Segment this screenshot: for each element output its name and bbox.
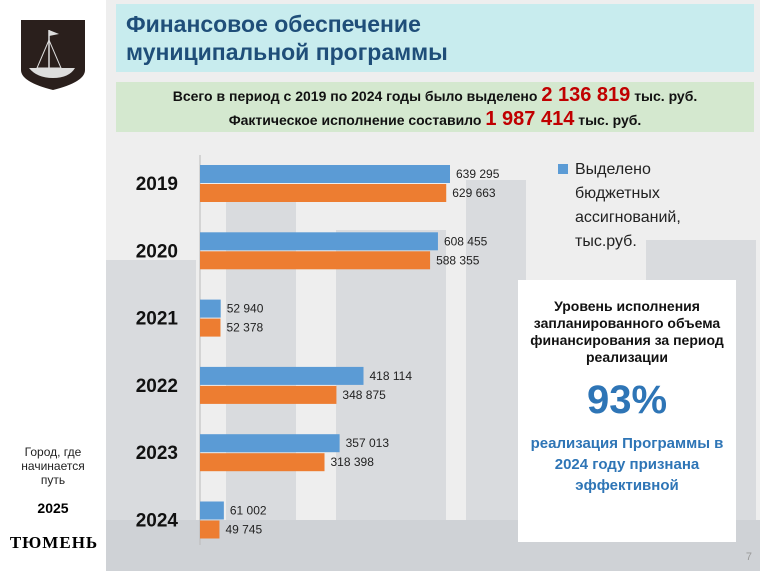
category-label: 2023 xyxy=(136,443,178,464)
category-label: 2022 xyxy=(136,376,178,397)
coat-of-arms-logo xyxy=(21,20,85,90)
data-label: 61 002 xyxy=(230,504,267,518)
bar xyxy=(200,453,325,472)
data-label: 348 875 xyxy=(342,388,386,402)
data-label: 608 455 xyxy=(444,234,488,248)
bar xyxy=(200,299,221,318)
category-label: 2021 xyxy=(136,309,179,330)
program-evaluation: реализация Программы в 2024 году признан… xyxy=(530,435,724,494)
allocated-total: 2 136 819 xyxy=(541,84,631,106)
bar-chart: 2019 639 295 629 663 2020 608 455 588 355 2021… xyxy=(136,155,500,545)
execution-percent: 93% xyxy=(586,378,668,422)
bar xyxy=(200,318,221,337)
city-name: ТЮМЕНЬ xyxy=(9,533,99,552)
data-label: 52 378 xyxy=(226,321,263,335)
summary-panel: Всего в период с 2019 по 2024 годы было … xyxy=(116,82,754,132)
summary-unit: тыс. руб. xyxy=(634,88,698,104)
bar xyxy=(200,520,220,539)
page-title: Финансовое обеспечение муниципальной про… xyxy=(116,4,754,72)
data-label: 418 114 xyxy=(370,369,413,383)
bar xyxy=(200,385,337,404)
data-label: 357 013 xyxy=(346,436,390,450)
bar xyxy=(200,434,340,453)
title-line: Финансовое обеспечение xyxy=(126,11,421,37)
summary-text: Фактическое исполнение составило xyxy=(228,112,482,128)
execution-level-text: Уровень исполнения запланированного объе… xyxy=(530,298,724,365)
bar xyxy=(200,501,224,520)
executed-total: 1 987 414 xyxy=(485,108,575,130)
legend: Выделено бюджетных ассигнований, тыс.руб… xyxy=(558,158,718,254)
slogan: Город, где начинается путь xyxy=(21,445,85,487)
data-label: 49 745 xyxy=(225,523,262,537)
bar xyxy=(200,232,438,251)
data-label: 588 355 xyxy=(436,253,480,267)
title-line: муниципальной программы xyxy=(126,39,448,65)
data-label: 639 295 xyxy=(456,167,500,181)
slogan-year: 2025 xyxy=(37,500,69,516)
bar xyxy=(200,366,364,385)
bar xyxy=(200,165,450,183)
page-number: 7 xyxy=(745,551,752,563)
data-label: 52 940 xyxy=(227,302,264,316)
category-label: 2024 xyxy=(136,511,179,532)
summary-text: Всего в период с 2019 по 2024 годы было … xyxy=(172,88,538,104)
execution-level-box: Уровень исполнения запланированного объе… xyxy=(518,280,736,542)
legend-label: Выделено бюджетных ассигнований, тыс.руб… xyxy=(575,161,681,250)
category-label: 2020 xyxy=(136,241,178,262)
category-label: 2019 xyxy=(136,174,178,195)
summary-unit: тыс. руб. xyxy=(578,112,642,128)
data-label: 629 663 xyxy=(452,186,496,200)
legend-swatch xyxy=(558,164,568,174)
bar xyxy=(200,251,431,270)
bar xyxy=(200,184,447,202)
data-label: 318 398 xyxy=(331,455,375,469)
sidebar: Город, где начинается путь 2025 ТЮМЕНЬ xyxy=(0,0,106,571)
